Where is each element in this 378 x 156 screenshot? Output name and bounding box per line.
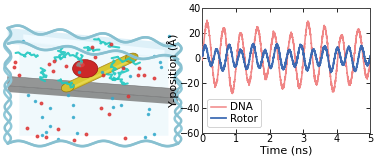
Polygon shape [23, 34, 164, 58]
Polygon shape [68, 58, 133, 90]
Polygon shape [8, 76, 178, 98]
Polygon shape [65, 54, 134, 91]
Rotor [200, 55, 204, 57]
DNA [363, 74, 368, 76]
Rotor [251, 43, 256, 44]
X-axis label: Time (ns): Time (ns) [260, 145, 313, 155]
Y-axis label: Y-position (Å): Y-position (Å) [167, 34, 179, 107]
Rotor [363, 60, 368, 62]
Ellipse shape [61, 83, 74, 92]
DNA [333, 83, 337, 85]
Rotor [209, 65, 213, 67]
Rotor [364, 61, 368, 63]
Line: Rotor: Rotor [202, 44, 370, 73]
Line: DNA: DNA [202, 20, 370, 94]
DNA [209, 47, 213, 49]
DNA [200, 59, 204, 61]
DNA [368, 58, 373, 60]
Rotor [368, 55, 373, 57]
Rotor [328, 72, 333, 73]
Rotor [333, 56, 337, 58]
Polygon shape [19, 41, 169, 136]
Legend: DNA, Rotor: DNA, Rotor [208, 99, 261, 127]
Polygon shape [8, 28, 178, 59]
DNA [282, 83, 287, 85]
Ellipse shape [125, 53, 138, 62]
Polygon shape [0, 0, 194, 156]
Polygon shape [8, 86, 178, 105]
DNA [364, 74, 368, 76]
DNA [230, 93, 235, 95]
DNA [277, 71, 282, 73]
Ellipse shape [73, 60, 98, 78]
DNA [205, 19, 209, 21]
Rotor [277, 52, 282, 54]
Ellipse shape [76, 62, 85, 67]
Rotor [282, 67, 287, 69]
